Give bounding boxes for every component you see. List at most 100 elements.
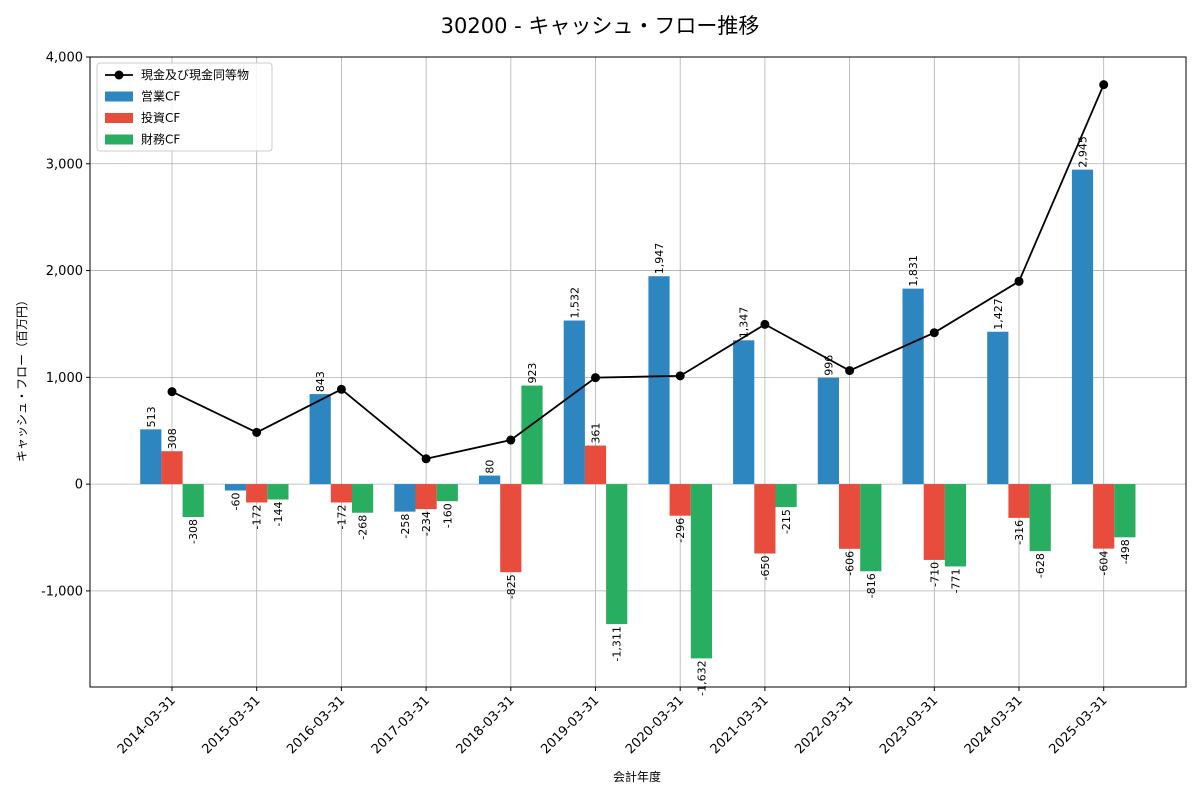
- bar: [521, 385, 543, 485]
- bar-value-label: 513: [145, 406, 158, 427]
- x-tick-label: 2020-03-31: [623, 693, 687, 757]
- bar-value-label: 996: [822, 355, 835, 376]
- bar: [394, 484, 416, 512]
- bar: [1008, 484, 1030, 518]
- y-tick-label: 2,000: [46, 264, 83, 279]
- bar: [563, 320, 585, 485]
- y-tick-label: 4,000: [46, 51, 83, 66]
- x-tick-label: 2014-03-31: [115, 693, 179, 757]
- bar-value-label: -160: [441, 503, 454, 528]
- bar: [839, 484, 861, 549]
- legend-label: 投資CF: [141, 110, 180, 125]
- y-tick-label: -1,000: [41, 584, 83, 599]
- x-tick-label: 2015-03-31: [199, 693, 263, 757]
- bar: [352, 484, 374, 513]
- bar: [1114, 484, 1136, 538]
- bar-value-label: -316: [1013, 520, 1026, 545]
- x-tick-label: 2019-03-31: [538, 693, 602, 757]
- bar: [923, 484, 945, 560]
- bar: [1071, 169, 1094, 485]
- cash-line-point: [845, 366, 855, 376]
- x-tick-label: 2022-03-31: [792, 693, 856, 757]
- plot-frame: [89, 56, 1187, 688]
- bar: [1093, 484, 1115, 549]
- bar-value-label: -650: [759, 556, 772, 581]
- bar: [944, 484, 967, 567]
- bar-value-label: -604: [1098, 551, 1111, 576]
- bar-value-label: -296: [674, 518, 687, 543]
- x-tick-label: 2021-03-31: [708, 693, 772, 757]
- bar: [500, 484, 522, 573]
- bar-value-label: 923: [526, 363, 539, 384]
- bar-value-label: -172: [251, 504, 264, 529]
- bar: [648, 276, 670, 485]
- bar: [436, 484, 458, 502]
- bar-value-label: -606: [844, 551, 857, 576]
- y-axis-label: キャッシュ・フロー（百万円）: [15, 294, 29, 462]
- x-axis-label: 会計年度: [613, 769, 661, 784]
- x-tick-label: 2025-03-31: [1046, 693, 1110, 757]
- bar-value-label: -60: [230, 493, 243, 511]
- bar: [267, 484, 289, 500]
- bar-value-label: 1,947: [653, 243, 666, 275]
- x-tick-label: 2016-03-31: [284, 693, 348, 757]
- bar-value-label: -1,632: [695, 660, 708, 695]
- cash-line-point: [167, 387, 177, 397]
- cash-line-point: [1099, 80, 1109, 90]
- bar-value-label: -234: [420, 511, 433, 536]
- x-tick-label: 2018-03-31: [454, 693, 518, 757]
- bar: [309, 394, 331, 485]
- bar-value-label: -628: [1034, 553, 1047, 578]
- bar-value-label: -710: [928, 562, 941, 587]
- bar-value-label: -816: [865, 573, 878, 598]
- bar: [330, 484, 352, 503]
- x-tick-label: 2017-03-31: [369, 693, 433, 757]
- bar-value-label: -258: [399, 514, 412, 539]
- bar-value-label: 361: [590, 423, 603, 444]
- x-tick-label: 2023-03-31: [877, 693, 941, 757]
- cash-line-point: [252, 427, 262, 437]
- bar-value-label: -498: [1119, 539, 1132, 564]
- chart-title: 30200 - キャッシュ・フロー推移: [441, 14, 760, 38]
- bar: [161, 451, 183, 485]
- cash-line-point: [336, 384, 346, 394]
- bars: [140, 169, 1136, 659]
- y-tick-label: 3,000: [46, 157, 83, 172]
- bar-value-label: -308: [187, 519, 200, 544]
- cash-line-point: [929, 328, 939, 338]
- bar: [669, 484, 691, 516]
- bar: [754, 484, 776, 554]
- bar: [1029, 484, 1051, 552]
- bar-value-label: 1,347: [738, 307, 751, 339]
- legend-swatch: [105, 134, 133, 145]
- cash-line-point: [675, 371, 685, 381]
- bar: [902, 288, 924, 485]
- legend-label: 営業CF: [141, 90, 180, 104]
- bar-value-label: -144: [272, 501, 285, 526]
- legend-swatch: [105, 91, 133, 102]
- legend-marker: [114, 70, 124, 80]
- bar-value-label: -771: [950, 568, 963, 593]
- legend-box: [96, 62, 273, 152]
- bar: [860, 484, 882, 572]
- y-tick-label: 0: [75, 478, 83, 493]
- bar-value-label: -1,311: [611, 626, 624, 661]
- cash-line-point: [760, 319, 770, 329]
- y-tick-label: 1,000: [46, 371, 83, 386]
- bar: [246, 484, 268, 503]
- bar: [817, 377, 839, 485]
- bar: [182, 484, 204, 518]
- bar: [584, 445, 607, 485]
- bar-value-label: -825: [505, 574, 518, 599]
- bar-value-label: 1,532: [568, 287, 581, 319]
- bar-value-label: 1,831: [907, 255, 920, 287]
- bar-value-label: 843: [314, 371, 327, 392]
- bar: [415, 484, 437, 510]
- bar-value-label: 2,945: [1077, 136, 1090, 168]
- bar: [479, 475, 501, 485]
- bar: [606, 484, 628, 625]
- legend-swatch: [105, 113, 133, 123]
- cash-line-path: [171, 84, 1105, 460]
